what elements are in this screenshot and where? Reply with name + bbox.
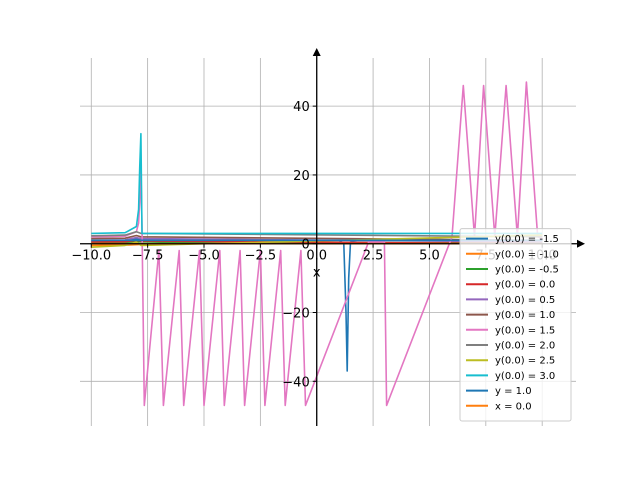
legend-entry: y(0.0) = 0.5 xyxy=(495,295,555,306)
x-tick-label: 0.0 xyxy=(306,249,327,264)
x-tick-label: −5.0 xyxy=(188,249,220,264)
y-tick-label: −40 xyxy=(282,375,309,390)
series-line-9 xyxy=(91,234,543,248)
legend-entry: y(0.0) = -0.5 xyxy=(495,265,559,276)
x-tick-label: 2.5 xyxy=(363,249,384,264)
series-line-6 xyxy=(91,234,543,242)
legend-entry: y(0.0) = 0.0 xyxy=(495,280,555,291)
legend-entry: y(0.0) = 3.0 xyxy=(495,371,555,382)
x-tick-label: −10.0 xyxy=(71,249,111,264)
legend-entry: y = 1.0 xyxy=(495,386,532,397)
y-tick-label: −20 xyxy=(282,307,309,322)
y-tick-label: 40 xyxy=(293,100,310,115)
legend-entry: y(0.0) = 1.0 xyxy=(495,310,555,321)
x-tick-label: −7.5 xyxy=(132,249,164,264)
series-line-10 xyxy=(91,132,543,235)
x-axis-arrow-icon xyxy=(577,239,585,248)
x-axis-label: x xyxy=(313,266,321,281)
x-tick-label: 5.0 xyxy=(419,249,440,264)
x-tick-label: −2.5 xyxy=(245,249,277,264)
legend-entry: x = 0.0 xyxy=(495,401,532,412)
series-line-8 xyxy=(91,230,543,238)
legend-entry: y(0.0) = 2.5 xyxy=(495,356,555,367)
y-axis-arrow-icon xyxy=(312,48,321,56)
y-tick-label: 0 xyxy=(301,238,309,253)
legend-entry: y(0.0) = -1.5 xyxy=(495,234,559,245)
legend: y(0.0) = -1.5 y(0.0) = -1.0 y(0.0) = -0.5 y… xyxy=(459,228,572,422)
legend-entry: y(0.0) = 2.0 xyxy=(495,341,555,352)
y-tick-label: 20 xyxy=(293,169,310,184)
legend-box xyxy=(459,228,572,422)
legend-entry: y(0.0) = -1.0 xyxy=(495,249,559,260)
legend-entry: y(0.0) = 1.5 xyxy=(495,325,555,336)
